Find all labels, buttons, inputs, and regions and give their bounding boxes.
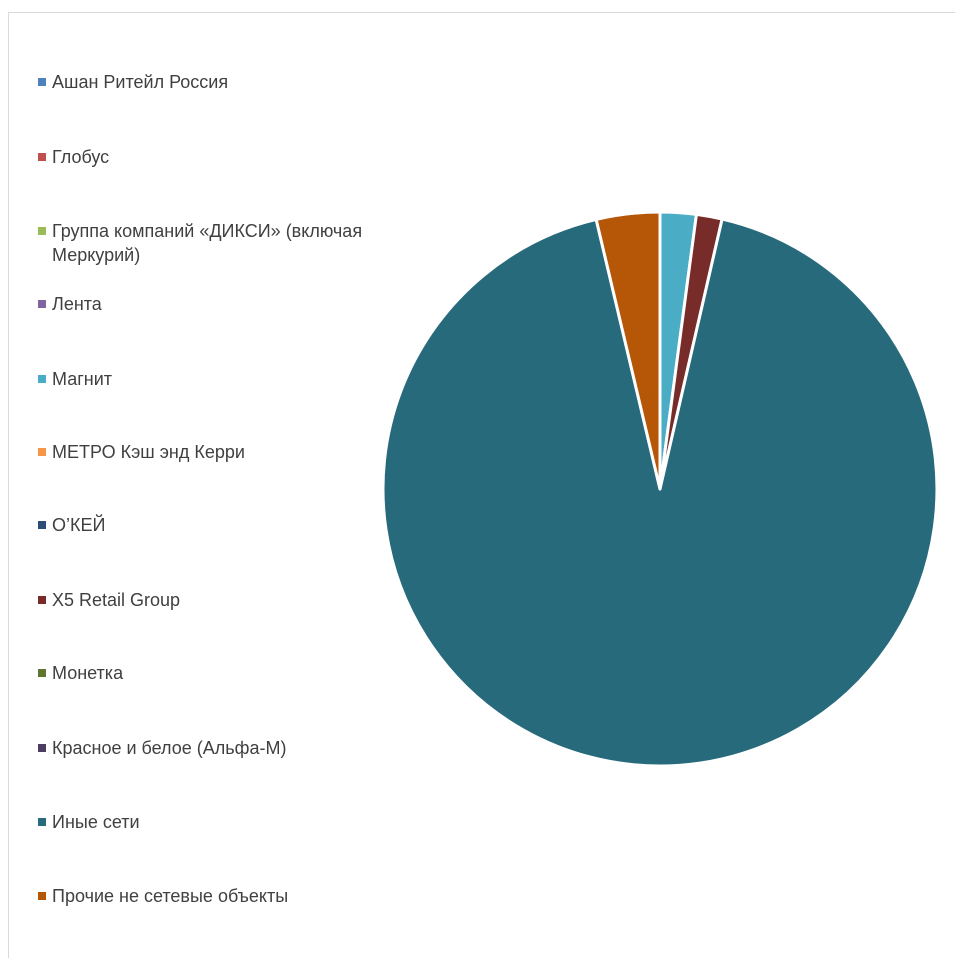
legend-item: Лента [38,292,372,316]
legend-label: МЕТРО Кэш энд Керри [52,442,245,462]
chart-frame [8,12,955,958]
legend-swatch [38,521,46,529]
legend-label: Группа компаний «ДИКСИ» (включая Меркури… [52,221,363,265]
legend-swatch [38,596,46,604]
legend-item: Группа компаний «ДИКСИ» (включая Меркури… [38,219,372,267]
legend-label: X5 Retail Group [52,590,181,610]
legend-swatch [38,448,46,456]
pie-slice [381,217,939,768]
legend-label: Прочие не сетевые объекты [52,886,289,906]
legend-swatch [38,227,46,235]
legend-item: Прочие не сетевые объекты [38,884,372,908]
pie-slice [594,210,662,491]
legend-swatch [38,892,46,900]
legend-swatch [38,300,46,308]
legend-swatch [38,153,46,161]
legend-item: Монетка [38,661,372,685]
legend-label: Красное и белое (Альфа-М) [52,738,287,758]
legend-label: Глобус [52,147,110,167]
legend-swatch [38,744,46,752]
legend-item: Глобус [38,145,372,169]
legend-label: Ашан Ритейл Россия [52,72,229,92]
legend-swatch [38,818,46,826]
legend-item: Магнит [38,367,372,391]
legend-item: X5 Retail Group [38,588,372,612]
legend-swatch [38,669,46,677]
legend-swatch [38,78,46,86]
legend-item: О’КЕЙ [38,513,372,537]
legend-item: Красное и белое (Альфа-М) [38,736,372,760]
legend-swatch [38,375,46,383]
legend-label: Иные сети [52,812,140,832]
legend-item: Ашан Ритейл Россия [38,70,372,94]
legend-label: О’КЕЙ [52,515,106,535]
legend-item: Иные сети [38,810,372,834]
legend-label: Лента [52,294,102,314]
legend-label: Монетка [52,663,124,683]
legend-label: Магнит [52,369,113,389]
legend-item: МЕТРО Кэш энд Керри [38,440,372,464]
